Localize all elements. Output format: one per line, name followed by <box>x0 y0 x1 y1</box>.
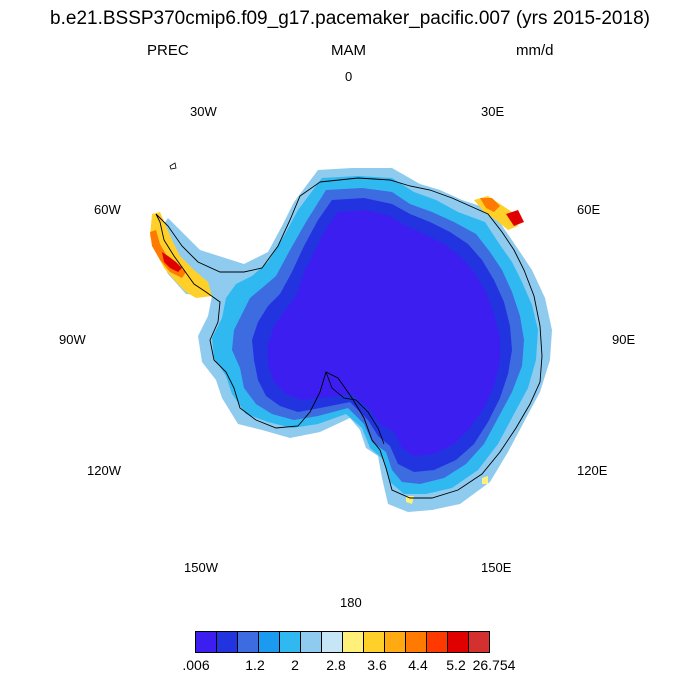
colorbar-box <box>216 631 238 653</box>
colorbar-box <box>447 631 469 653</box>
colorbar-box <box>258 631 280 653</box>
lon-label-120w: 120W <box>87 463 121 478</box>
colorbar-tick-label: 26.754 <box>472 657 516 673</box>
warm-spot-southeast <box>482 476 488 484</box>
colorbar <box>195 631 495 653</box>
lon-label-150e: 150E <box>481 560 512 575</box>
east-coast-hot-spot <box>480 198 500 212</box>
peninsula-peak <box>162 252 182 272</box>
lon-label-30w: 30W <box>190 104 217 119</box>
lon-label-150w: 150W <box>184 560 218 575</box>
colorbar-tick-label: 2 <box>291 657 299 673</box>
east-coast-peak <box>506 210 524 226</box>
colorbar-box <box>300 631 322 653</box>
plateau-minimum <box>268 210 500 456</box>
colorbar-tick-label: 2.8 <box>326 657 346 673</box>
colorbar-tick-label: 3.6 <box>367 657 387 673</box>
colorbar-box <box>342 631 364 653</box>
colorbar-tick-label: 5.2 <box>446 657 466 673</box>
lon-label-180: 180 <box>340 595 362 610</box>
lon-label-60w: 60W <box>94 202 121 217</box>
colorbar-tick-label: 4.4 <box>408 657 428 673</box>
map-title: b.e21.BSSP370cmip6.f09_g17.pacemaker_pac… <box>50 8 650 29</box>
colorbar-box <box>384 631 406 653</box>
lon-label-90w: 90W <box>59 332 86 347</box>
colorbar-box <box>468 631 490 653</box>
lon-label-0: 0 <box>345 69 353 84</box>
colorbar-box <box>405 631 427 653</box>
colorbar-box <box>426 631 448 653</box>
colorbar-box <box>363 631 385 653</box>
lon-label-90e: 90E <box>612 332 636 347</box>
lon-label-30e: 30E <box>481 104 505 119</box>
season-label: MAM <box>331 42 366 59</box>
colorbar-tick-label: 1.2 <box>245 657 265 673</box>
colorbar-tick-label: .006 <box>182 657 210 673</box>
colorbar-box <box>237 631 259 653</box>
small-island <box>169 162 177 170</box>
variable-label: PREC <box>147 42 189 59</box>
colorbar-box <box>321 631 343 653</box>
ice-shelf-line <box>325 371 385 445</box>
lon-label-120e: 120E <box>577 463 608 478</box>
colorbar-box <box>195 631 217 653</box>
peninsula-warm-band <box>150 212 212 298</box>
lon-label-60e: 60E <box>577 202 601 217</box>
colorbar-box <box>279 631 301 653</box>
units-label: mm/d <box>516 42 554 59</box>
